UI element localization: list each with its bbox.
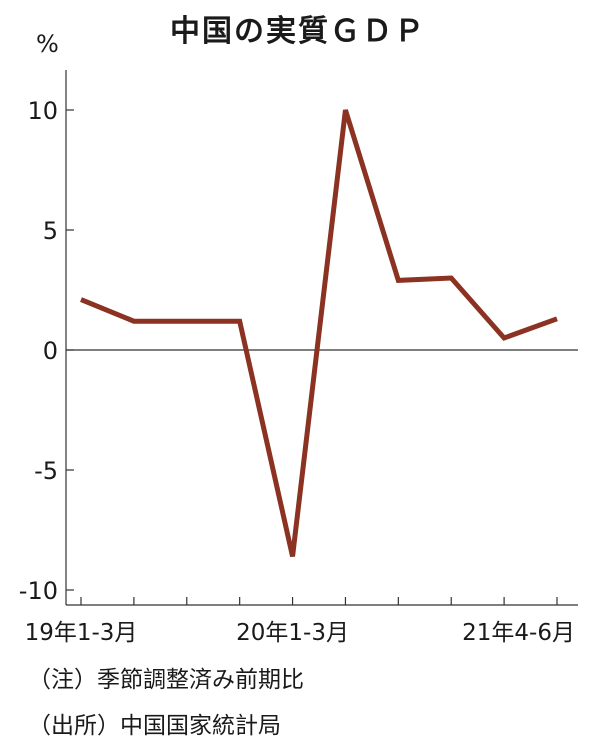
x-tick-label: 21年4-6月 <box>462 620 575 646</box>
y-tick-label: -10 <box>19 577 58 605</box>
y-tick-label: -5 <box>34 457 58 485</box>
chart-title: 中国の実質ＧＤＰ <box>170 14 426 49</box>
footnote-source: （出所）中国国家統計局 <box>28 713 281 739</box>
footnote-seasonally-adjusted: （注）季節調整済み前期比 <box>28 667 304 693</box>
y-tick-label: 10 <box>27 97 58 125</box>
x-tick-label: 20年1-3月 <box>236 620 349 646</box>
y-tick-label: 5 <box>43 217 58 245</box>
y-tick-label: 0 <box>43 337 58 365</box>
series-line <box>80 109 558 557</box>
y-axis-unit: % <box>36 30 59 58</box>
x-tick-label: 19年1-3月 <box>25 620 138 646</box>
series <box>80 109 558 557</box>
axes: -10 -5 0 5 10 19年1-3月 20年1-3月 21年4-6月 <box>19 70 578 646</box>
